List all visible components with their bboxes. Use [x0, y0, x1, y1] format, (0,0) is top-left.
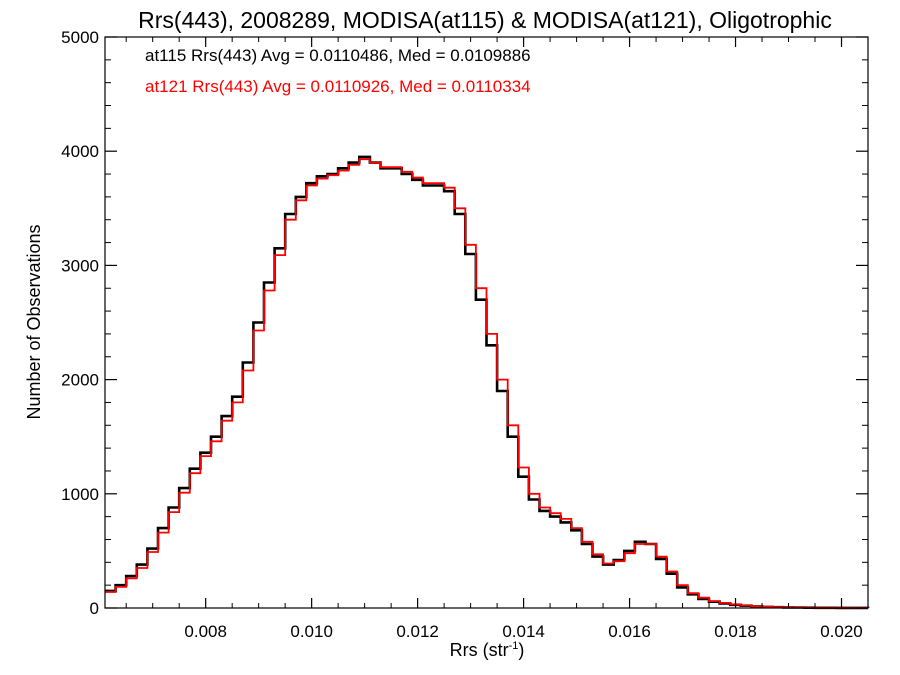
x-axis-label: Rrs (str-1): [450, 640, 525, 660]
y-tick-label: 1000: [61, 485, 99, 504]
x-tick-label: 0.010: [290, 622, 333, 641]
y-axis-label: Number of Observations: [24, 224, 44, 419]
plot-frame: [104, 36, 869, 609]
y-tick-label: 5000: [61, 28, 99, 47]
series-layer: [105, 155, 870, 610]
ticks-layer: 0.008 0.010 0.012 0.014 0.016 0.018 0.020 0 1000…: [61, 28, 868, 641]
x-tick-label: 0.014: [502, 622, 545, 641]
y-tick-label: 3000: [61, 256, 99, 275]
x-axis-label-main: Rrs (str: [450, 640, 509, 660]
x-axis-label-close: ): [518, 640, 524, 660]
annotation-at115: at115 Rrs(443) Avg = 0.0110486, Med = 0.…: [145, 46, 531, 65]
x-tick-label: 0.012: [396, 622, 439, 641]
x-tick-label: 0.008: [184, 622, 227, 641]
x-tick-label: 0.018: [714, 622, 757, 641]
x-axis-label-sup: -1: [509, 640, 519, 652]
series-line-1: [105, 158, 869, 609]
annotation-at121: at121 Rrs(443) Avg = 0.0110926, Med = 0.…: [145, 77, 531, 96]
y-tick-label: 0: [90, 599, 99, 618]
chart-title: Rrs(443), 2008289, MODISA(at115) & MODIS…: [138, 7, 832, 33]
x-tick-label: 0.016: [608, 622, 651, 641]
series-line-0: [105, 155, 870, 610]
y-tick-label: 2000: [61, 371, 99, 390]
x-tick-label: 0.020: [820, 622, 863, 641]
y-tick-label: 4000: [61, 142, 99, 161]
